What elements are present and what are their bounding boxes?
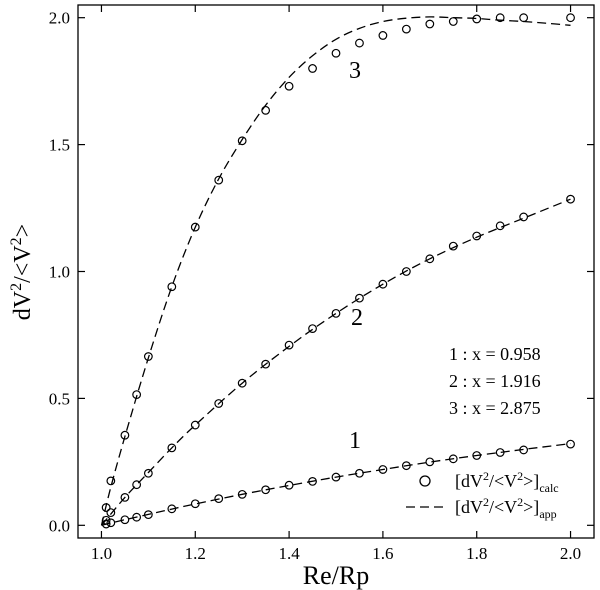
data-point-series-2 xyxy=(190,420,200,430)
data-point-series-2 xyxy=(495,221,505,231)
data-point-series-2 xyxy=(519,212,529,222)
data-point-series-3 xyxy=(472,14,482,24)
data-point-series-1 xyxy=(190,499,200,509)
y-tick-label: 1.5 xyxy=(49,136,70,155)
legend-marker-calc xyxy=(419,475,431,487)
data-point-series-1 xyxy=(167,504,177,514)
data-point-series-1 xyxy=(143,510,153,520)
data-point-series-2 xyxy=(167,443,177,453)
annotation-line-3: 3 : x = 2.875 xyxy=(449,398,541,418)
data-point-series-1 xyxy=(355,468,364,478)
y-tick-label: 0.5 xyxy=(49,389,70,408)
data-point-series-1 xyxy=(378,465,388,474)
data-point-series-3 xyxy=(261,105,271,115)
data-point-series-3 xyxy=(355,38,364,48)
curve-label-2: 2 xyxy=(351,305,363,331)
data-point-series-3 xyxy=(190,222,200,232)
data-point-series-2 xyxy=(106,508,116,518)
data-point-series-1 xyxy=(284,480,294,490)
x-tick-label: 1.0 xyxy=(91,544,112,563)
data-point-series-1 xyxy=(308,477,317,486)
data-point-series-3 xyxy=(401,24,411,34)
data-point-series-2 xyxy=(566,194,575,204)
data-point-series-2 xyxy=(378,279,388,289)
data-point-series-1 xyxy=(132,512,142,522)
data-point-series-1 xyxy=(106,518,116,528)
data-point-series-2 xyxy=(237,378,247,388)
y-axis-title: dV2/<V2> xyxy=(8,224,36,320)
curve-1 xyxy=(101,442,571,526)
data-point-series-2 xyxy=(448,241,458,251)
y-tick-label: 0.0 xyxy=(49,516,70,535)
data-point-series-3 xyxy=(378,31,388,40)
data-point-series-1 xyxy=(237,489,247,499)
x-tick-label: 1.6 xyxy=(372,544,393,563)
legend-label-app: [dV2/<V2>]app xyxy=(455,495,557,521)
fitted-curves xyxy=(100,16,571,526)
x-tick-label: 1.8 xyxy=(466,544,487,563)
data-point-series-2 xyxy=(284,340,294,350)
x-tick-label: 2.0 xyxy=(560,544,581,563)
data-point-series-3 xyxy=(132,390,142,399)
y-tick-label: 2.0 xyxy=(49,9,70,28)
data-point-series-3 xyxy=(308,64,317,73)
data-point-series-3 xyxy=(237,136,247,146)
curve-label-3: 3 xyxy=(349,58,361,84)
data-point-series-3 xyxy=(566,13,575,23)
x-tick-label: 1.2 xyxy=(185,544,206,563)
data-point-series-2 xyxy=(331,308,341,318)
annotation-line-1: 1 : x = 0.958 xyxy=(449,344,541,364)
data-point-series-3 xyxy=(143,352,153,361)
x-tick-label: 1.4 xyxy=(278,544,300,563)
data-point-series-2 xyxy=(101,515,111,525)
data-point-series-2 xyxy=(308,324,317,334)
data-point-series-3 xyxy=(425,19,435,29)
data-point-series-2 xyxy=(355,293,364,303)
annotation-line-2: 2 : x = 1.916 xyxy=(449,371,541,391)
data-point-series-1 xyxy=(401,461,411,471)
data-point-series-3 xyxy=(495,13,505,23)
data-point-series-1 xyxy=(472,451,482,460)
data-point-series-1 xyxy=(566,439,575,449)
data-point-series-2 xyxy=(120,492,130,502)
data-point-series-1 xyxy=(331,472,341,482)
legend-label-calc: [dV2/<V2>]calc xyxy=(455,469,559,495)
curve-label-1: 1 xyxy=(349,428,361,454)
axis-ticks: 1.0 1.2 1.4 1.6 1.8 2.0 0.0 0.5 1.0 1.5 2.0 xyxy=(49,5,594,563)
data-point-series-1 xyxy=(519,445,529,455)
data-point-series-3 xyxy=(106,476,116,486)
data-point-series-2 xyxy=(132,480,142,490)
calculated-points xyxy=(101,13,575,529)
data-point-series-1 xyxy=(101,519,111,529)
data-point-series-2 xyxy=(472,231,482,241)
data-point-series-3 xyxy=(519,13,529,23)
curve-3 xyxy=(100,16,571,526)
data-point-series-2 xyxy=(401,267,411,276)
data-point-series-1 xyxy=(261,485,271,495)
data-point-series-3 xyxy=(214,175,224,185)
data-point-series-2 xyxy=(425,254,435,264)
data-point-series-2 xyxy=(261,359,271,369)
curve-2 xyxy=(101,198,571,526)
data-point-series-3 xyxy=(167,282,177,292)
data-point-series-1 xyxy=(448,454,458,464)
data-point-series-3 xyxy=(448,17,458,26)
plot-frame xyxy=(77,4,595,539)
y-tick-label: 1.0 xyxy=(49,263,70,282)
data-point-series-3 xyxy=(331,48,341,58)
data-point-series-2 xyxy=(214,399,224,408)
data-point-series-3 xyxy=(101,503,111,512)
legend: [dV2/<V2>]calc [dV2/<V2>]app xyxy=(406,469,559,521)
data-point-series-1 xyxy=(214,494,224,504)
data-point-series-2 xyxy=(143,468,153,478)
data-point-series-3 xyxy=(284,81,294,91)
data-point-series-1 xyxy=(425,457,435,467)
data-point-series-3 xyxy=(120,430,130,440)
x-axis-title: Re/Rp xyxy=(303,561,369,590)
data-point-series-1 xyxy=(495,448,505,457)
data-point-series-1 xyxy=(120,515,130,525)
